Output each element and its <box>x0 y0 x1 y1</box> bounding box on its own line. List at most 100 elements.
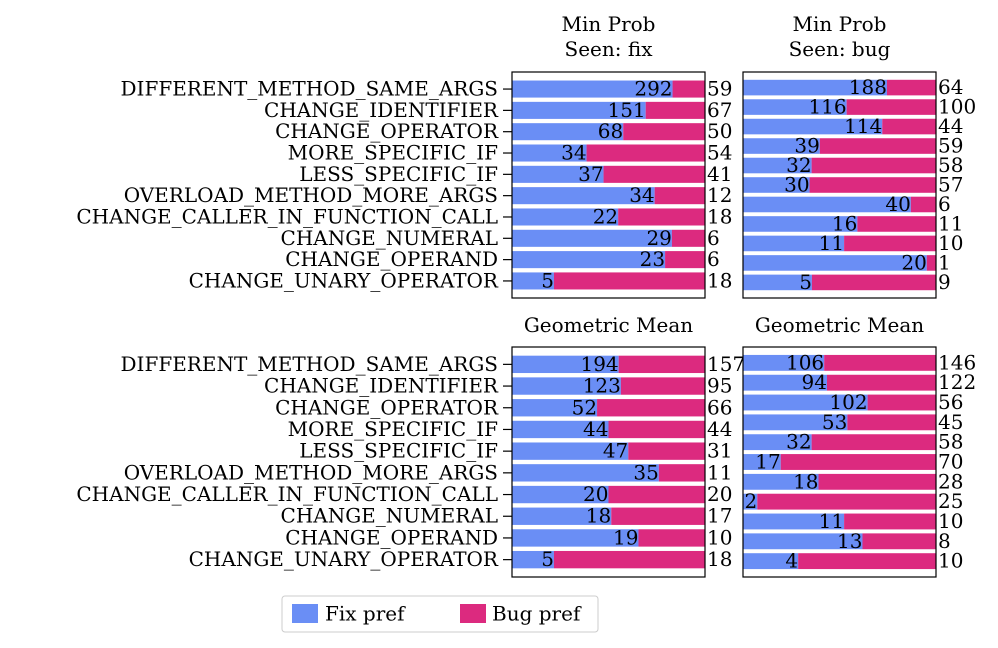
y-tick-label: CHANGE_IDENTIFIER <box>264 374 499 398</box>
bar-bug <box>608 420 705 439</box>
fix-label: 18 <box>793 469 818 493</box>
bar-bug <box>608 485 705 504</box>
panel-title: Geometric Mean <box>754 313 925 337</box>
bar-fix <box>512 123 624 141</box>
bug-label: 18 <box>707 204 732 228</box>
bar-bug <box>844 513 936 530</box>
bug-label: 9 <box>938 270 951 294</box>
bar-bug <box>844 235 936 252</box>
bar-bug <box>819 138 936 154</box>
bar-fix <box>743 553 799 570</box>
bar-fix <box>743 493 758 510</box>
bar-fix <box>512 272 554 290</box>
bar-fix <box>743 138 820 154</box>
bug-label: 1 <box>938 250 951 274</box>
bar-fix <box>512 229 672 247</box>
fix-label: 52 <box>572 395 597 419</box>
bug-label: 8 <box>938 529 951 553</box>
bar-fix <box>743 414 848 431</box>
fix-label: 68 <box>598 119 623 143</box>
bug-label: 25 <box>938 489 963 513</box>
y-tick-label: DIFFERENT_METHOD_SAME_ARGS <box>121 352 498 376</box>
bar-bug <box>811 274 936 291</box>
bar-bug <box>603 165 705 183</box>
bug-label: 56 <box>938 390 963 414</box>
fix-label: 20 <box>583 482 608 506</box>
bar-bug <box>628 442 705 460</box>
bar-fix <box>512 420 609 439</box>
bar-bug <box>847 414 936 431</box>
bar-fix <box>743 157 812 174</box>
legend-swatch <box>292 604 318 623</box>
bar-fix <box>743 79 887 96</box>
bar-bug <box>867 394 936 411</box>
panel-frame <box>742 346 937 578</box>
bar-bug <box>586 144 705 162</box>
bug-label: 6 <box>707 247 720 271</box>
bug-label: 17 <box>707 504 732 528</box>
bar-bug <box>553 272 705 290</box>
bar-bug <box>638 529 705 547</box>
bar-fix <box>512 208 619 226</box>
y-tick-label: MORE_SPECIFIC_IF <box>288 417 498 441</box>
fix-label: 5 <box>541 268 554 292</box>
bar-bug <box>620 377 705 395</box>
bar-bug <box>665 251 705 269</box>
fix-label: 32 <box>786 153 811 177</box>
fix-label: 11 <box>819 231 844 255</box>
bug-label: 11 <box>938 211 963 235</box>
bar-fix <box>743 235 845 252</box>
y-tick-label: CHANGE_OPERATOR <box>275 119 499 143</box>
fix-label: 116 <box>808 95 846 119</box>
bar-fix <box>512 251 666 269</box>
bar-fix <box>512 187 655 205</box>
panel-frame <box>742 71 937 299</box>
fix-label: 29 <box>646 226 671 250</box>
y-tick-label: LESS_SPECIFIC_IF <box>299 439 498 463</box>
fix-label: 11 <box>819 509 844 533</box>
fix-label: 19 <box>613 525 638 549</box>
bug-label: 12 <box>707 183 732 207</box>
y-tick-label: CHANGE_NUMERAL <box>281 504 498 528</box>
bug-label: 31 <box>707 439 732 463</box>
fix-label: 123 <box>583 374 621 398</box>
bar-bug <box>811 434 936 451</box>
fix-label: 114 <box>844 114 882 138</box>
y-tick-label: OVERLOAD_METHOD_MORE_ARGS <box>124 183 498 207</box>
bar-fix <box>743 454 781 470</box>
bar-bug <box>654 187 705 205</box>
bug-label: 122 <box>938 370 976 394</box>
fix-label: 23 <box>640 247 665 271</box>
bar-bug <box>824 354 936 371</box>
fix-label: 39 <box>794 134 819 158</box>
bar-bug <box>846 99 936 115</box>
bug-label: 146 <box>938 350 976 374</box>
bar-bug <box>623 123 705 141</box>
y-tick-label: LESS_SPECIFIC_IF <box>299 162 498 186</box>
bug-label: 66 <box>707 395 732 419</box>
fix-label: 32 <box>786 430 811 454</box>
bar-bug <box>757 493 936 510</box>
bar-fix <box>512 550 554 569</box>
y-tick-label: CHANGE_UNARY_OPERATOR <box>189 547 499 571</box>
bug-label: 58 <box>938 153 963 177</box>
fix-label: 40 <box>885 192 910 216</box>
bar-fix <box>743 473 819 490</box>
panel-title: Min Prob Seen: fix <box>561 12 656 61</box>
bar-bug <box>809 177 936 193</box>
bug-label: 10 <box>938 509 963 533</box>
y-tick-label: MORE_SPECIFIC_IF <box>288 141 498 165</box>
bug-label: 64 <box>938 75 963 99</box>
fix-label: 16 <box>832 211 857 235</box>
bar-bug <box>597 399 705 417</box>
bar-fix <box>743 434 812 451</box>
bug-label: 45 <box>938 410 963 434</box>
bar-bug <box>862 533 936 550</box>
fix-label: 35 <box>633 460 658 484</box>
bug-label: 157 <box>707 352 745 376</box>
bar-fix <box>743 354 825 371</box>
bug-label: 58 <box>938 430 963 454</box>
fix-label: 34 <box>561 141 586 165</box>
